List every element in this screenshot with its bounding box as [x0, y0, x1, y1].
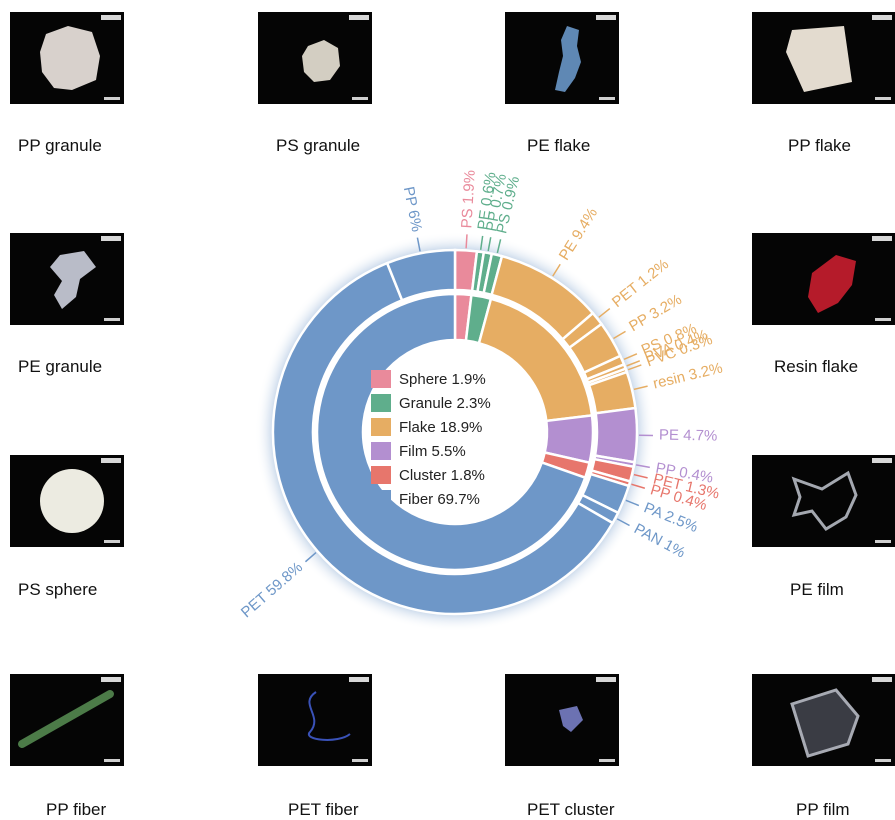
outer-label-17: PET 59.8% [238, 559, 306, 621]
outer-label-4: PE 9.4% [556, 205, 601, 263]
outer-label-11: PE 4.7% [659, 427, 718, 445]
outer-slice-11 [595, 408, 637, 462]
legend-swatch-4 [371, 466, 391, 484]
legend-label-3: Film 5.5% [399, 443, 466, 460]
legend-swatch-1 [371, 394, 391, 412]
outer-label-18: PP 6% [400, 185, 425, 233]
legend-label-1: Granule 2.3% [399, 395, 491, 412]
legend-label-2: Flake 18.9% [399, 419, 482, 436]
legend-label-5: Fiber 69.7% [399, 491, 480, 508]
legend-swatch-0 [371, 370, 391, 388]
legend-swatch-2 [371, 418, 391, 436]
legend-swatch-5 [371, 490, 391, 508]
leader-line-0 [466, 234, 467, 248]
legend-label-4: Cluster 1.8% [399, 467, 485, 484]
legend-label-0: Sphere 1.9% [399, 371, 486, 388]
legend-swatch-3 [371, 442, 391, 460]
